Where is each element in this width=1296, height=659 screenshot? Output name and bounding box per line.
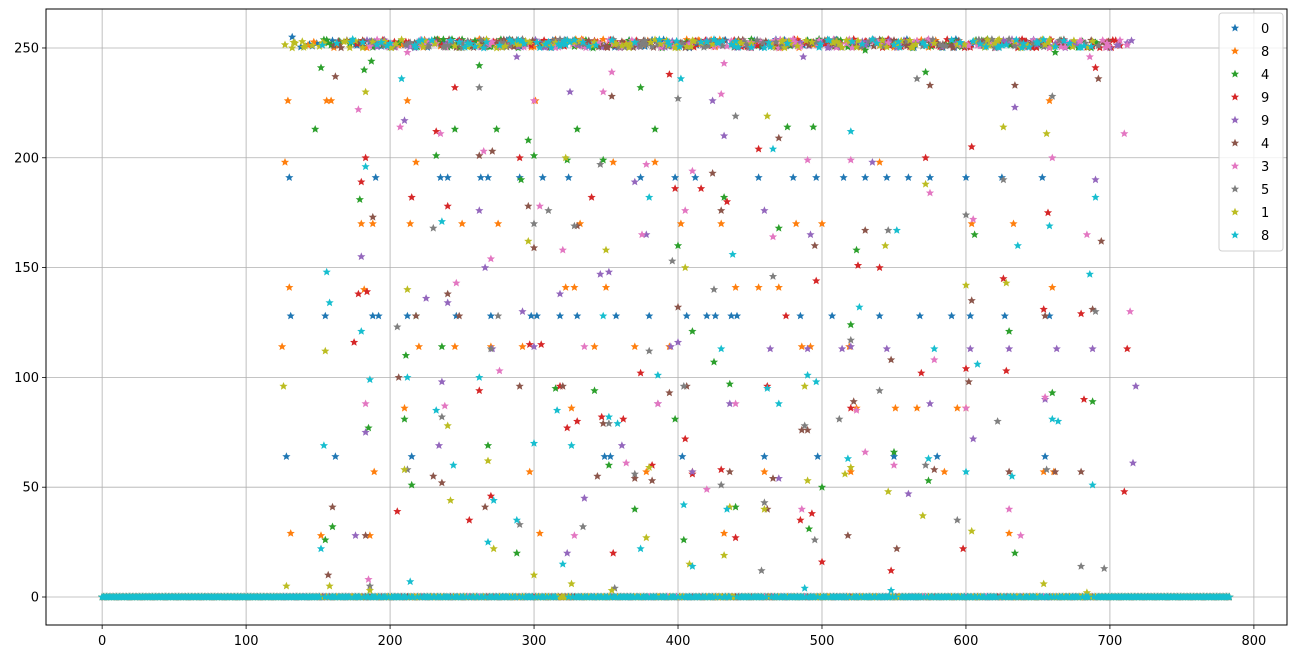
y-tick-label: 100 xyxy=(14,371,39,386)
x-tick-label: 0 xyxy=(98,634,106,649)
x-tick-label: 800 xyxy=(1241,634,1266,649)
x-tick-label: 100 xyxy=(234,634,259,649)
y-tick-label: 150 xyxy=(14,261,39,276)
x-tick-label: 400 xyxy=(666,634,691,649)
legend-label: 5 xyxy=(1261,183,1269,198)
x-tick-label: 200 xyxy=(378,634,403,649)
x-tick-label: 700 xyxy=(1098,634,1123,649)
x-tick-label: 600 xyxy=(954,634,979,649)
legend-label: 9 xyxy=(1261,91,1269,106)
legend-label: 3 xyxy=(1261,160,1269,175)
legend-label: 4 xyxy=(1261,68,1269,83)
y-tick-label: 50 xyxy=(22,481,39,496)
x-tick-label: 500 xyxy=(810,634,835,649)
legend-label: 1 xyxy=(1261,206,1269,221)
legend-box xyxy=(1219,13,1283,251)
y-tick-label: 200 xyxy=(14,151,39,166)
legend-label: 9 xyxy=(1261,114,1269,129)
legend-label: 8 xyxy=(1261,45,1269,60)
legend-label: 0 xyxy=(1261,22,1269,37)
y-tick-label: 0 xyxy=(31,591,39,606)
legend-label: 8 xyxy=(1261,229,1269,244)
legend-label: 4 xyxy=(1261,137,1269,152)
x-tick-label: 300 xyxy=(522,634,547,649)
legend: 0 8 4 9 9 4 3 5 1 8 xyxy=(1219,13,1283,251)
y-tick-label: 250 xyxy=(14,41,39,56)
